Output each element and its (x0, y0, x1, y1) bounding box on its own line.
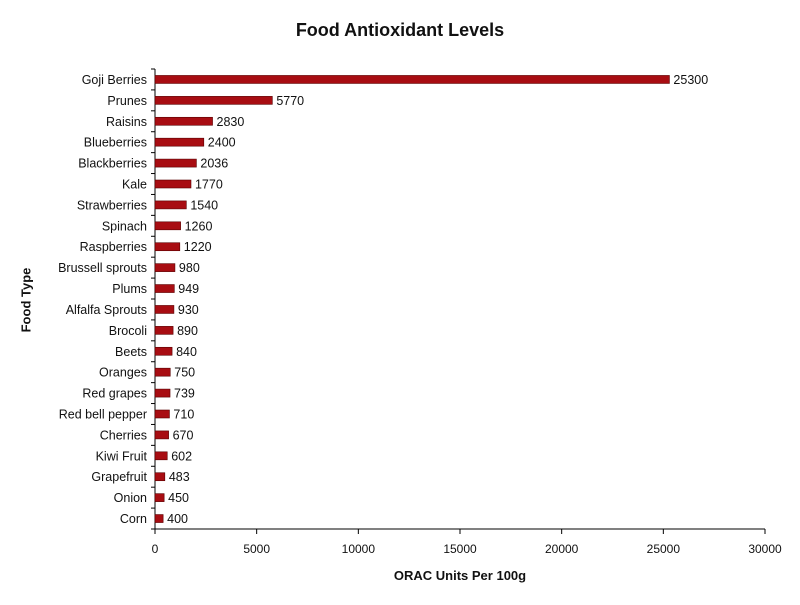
bar (154, 263, 176, 272)
x-tick-label: 25000 (647, 542, 681, 556)
category-label: Brussell sprouts (58, 261, 147, 275)
data-label: 1220 (184, 240, 212, 254)
x-tick-label: 10000 (342, 542, 376, 556)
x-tick-label: 15000 (443, 542, 477, 556)
data-label: 5770 (276, 94, 304, 108)
data-label: 930 (178, 303, 199, 317)
data-label: 980 (179, 261, 200, 275)
y-axis-label: Food Type (18, 267, 34, 333)
bar (154, 158, 197, 168)
data-label: 840 (176, 345, 197, 359)
category-label: Blueberries (84, 136, 147, 150)
chart-title: Food Antioxidant Levels (295, 20, 505, 40)
category-label: Red bell pepper (59, 408, 147, 422)
bar (154, 430, 169, 440)
category-label: Strawberries (77, 198, 147, 212)
bar (154, 409, 170, 419)
data-label: 1770 (195, 178, 223, 192)
x-tick-label: 20000 (545, 542, 579, 556)
category-label: Beets (115, 345, 147, 359)
category-label: Raspberries (80, 240, 147, 254)
category-label: Kiwi Fruit (96, 449, 148, 463)
category-label: Cherries (100, 428, 147, 442)
bar (154, 284, 175, 293)
category-label: Prunes (107, 94, 147, 108)
category-label: Goji Berries (82, 73, 147, 87)
data-label: 890 (177, 324, 198, 338)
bar (154, 514, 164, 523)
bar (154, 116, 213, 126)
data-label: 670 (173, 428, 194, 442)
data-label: 710 (173, 408, 194, 422)
x-axis-label: ORAC Units Per 100g (393, 568, 527, 583)
data-label: 2830 (217, 115, 245, 129)
category-label: Alfalfa Sprouts (66, 303, 147, 317)
bar (154, 75, 670, 84)
bar (154, 179, 192, 189)
category-label: Spinach (102, 219, 147, 233)
data-label: 2400 (208, 136, 236, 150)
bar (154, 242, 181, 252)
x-tick-label: 5000 (243, 542, 270, 556)
category-label: Onion (114, 491, 147, 505)
bar (154, 367, 171, 377)
data-label: 1260 (185, 219, 213, 233)
category-label: Blackberries (78, 157, 147, 171)
category-label: Oranges (99, 366, 147, 380)
data-label: 949 (178, 282, 199, 296)
bar (154, 493, 165, 502)
bar (154, 305, 175, 314)
category-label: Red grapes (82, 387, 147, 401)
bar (154, 221, 181, 231)
category-label: Corn (120, 512, 147, 526)
data-label: 483 (169, 470, 190, 484)
bar (154, 472, 166, 482)
data-label: 750 (174, 366, 195, 380)
data-label: 1540 (190, 198, 218, 212)
category-label: Brocoli (109, 324, 147, 338)
bar (154, 200, 187, 210)
bar (154, 388, 171, 398)
data-label: 602 (171, 449, 192, 463)
category-label: Raisins (106, 115, 147, 129)
data-label: 739 (174, 387, 195, 401)
category-label: Kale (122, 178, 147, 192)
x-tick-label: 0 (152, 542, 159, 556)
bar (154, 451, 168, 461)
data-label: 400 (167, 512, 188, 526)
data-label: 25300 (673, 73, 708, 87)
x-tick-label: 30000 (748, 542, 782, 556)
category-label: Grapefruit (91, 470, 147, 484)
data-label: 450 (168, 491, 189, 505)
category-label: Plums (112, 282, 147, 296)
bar (154, 137, 205, 147)
bar (154, 326, 174, 335)
bar (154, 96, 273, 105)
bar (154, 346, 173, 356)
data-label: 2036 (200, 157, 228, 171)
